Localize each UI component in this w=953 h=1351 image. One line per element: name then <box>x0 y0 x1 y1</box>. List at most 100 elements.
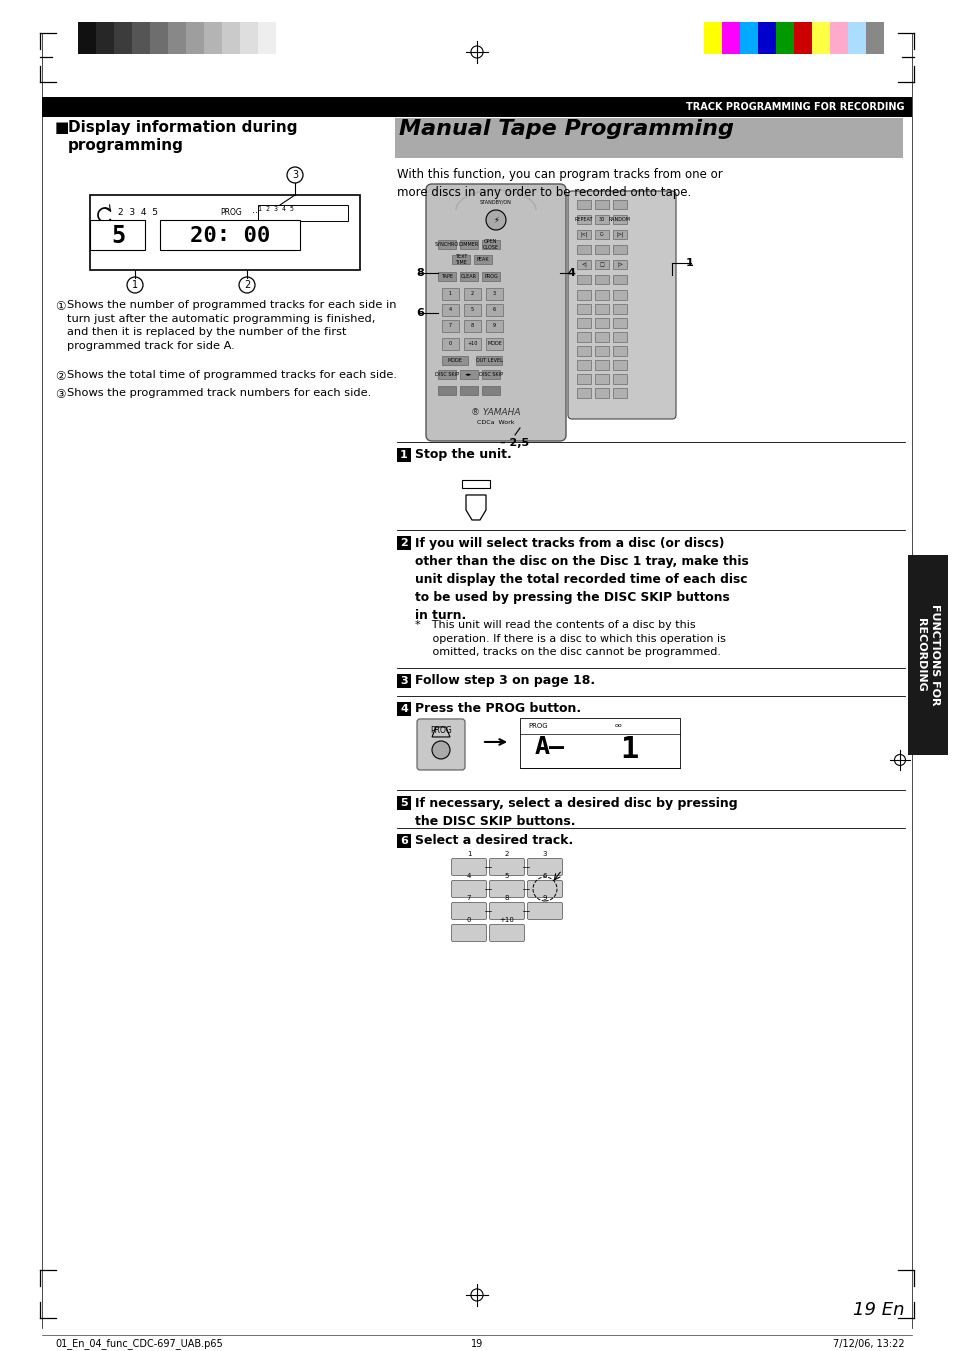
Text: TRACK PROGRAMMING FOR RECORDING: TRACK PROGRAMMING FOR RECORDING <box>686 101 904 112</box>
Bar <box>595 276 608 284</box>
Text: ® YAMAHA: ® YAMAHA <box>471 408 520 417</box>
Bar <box>160 220 299 250</box>
Text: ■: ■ <box>55 120 70 135</box>
Bar <box>577 359 590 370</box>
Text: 7: 7 <box>449 323 452 328</box>
Bar <box>613 346 626 355</box>
Bar <box>775 22 793 54</box>
Bar <box>396 536 411 550</box>
FancyBboxPatch shape <box>527 902 562 920</box>
Bar <box>395 118 902 158</box>
Text: 1: 1 <box>685 258 693 267</box>
Bar <box>474 255 492 263</box>
Text: TAPE: TAPE <box>440 274 453 280</box>
Text: A–: A– <box>535 735 564 759</box>
Bar <box>222 22 240 54</box>
FancyBboxPatch shape <box>451 858 486 875</box>
Bar <box>577 388 590 399</box>
Bar <box>577 374 590 384</box>
Text: * This unit will read the contents of a disc by this
     operation. If there is: * This unit will read the contents of a … <box>415 620 725 657</box>
Text: MODE: MODE <box>487 342 501 346</box>
Text: REPEAT: REPEAT <box>574 218 593 222</box>
Text: If necessary, select a desired disc by pressing
the DISC SKIP buttons.: If necessary, select a desired disc by p… <box>415 797 737 828</box>
FancyBboxPatch shape <box>426 184 565 440</box>
Bar <box>595 359 608 370</box>
Bar <box>595 304 608 313</box>
Bar <box>793 22 811 54</box>
Bar <box>907 555 947 755</box>
Text: 5: 5 <box>471 308 474 312</box>
Text: 2: 2 <box>504 851 509 857</box>
Text: 6: 6 <box>416 308 423 317</box>
Circle shape <box>485 209 505 230</box>
Bar <box>865 22 883 54</box>
Text: PROG: PROG <box>220 208 241 218</box>
Bar <box>595 215 608 224</box>
Text: 4: 4 <box>399 704 408 713</box>
Text: OPEN
CLOSE: OPEN CLOSE <box>482 239 498 250</box>
Text: |>: |> <box>617 262 622 267</box>
Text: Shows the number of programmed tracks for each side in
turn just after the autom: Shows the number of programmed tracks fo… <box>67 300 396 351</box>
Bar <box>463 320 480 332</box>
Bar <box>452 255 470 263</box>
Text: CLEAR: CLEAR <box>460 274 476 280</box>
Text: 7: 7 <box>466 894 471 901</box>
Bar <box>257 205 348 222</box>
Text: Shows the programmed track numbers for each side.: Shows the programmed track numbers for e… <box>67 388 371 399</box>
Text: ②: ② <box>55 370 66 382</box>
Bar <box>168 22 186 54</box>
Text: ◄►: ◄► <box>465 372 473 377</box>
Bar <box>437 240 456 249</box>
Text: 3: 3 <box>292 170 297 180</box>
Bar <box>441 288 458 300</box>
FancyBboxPatch shape <box>416 719 464 770</box>
Bar <box>459 240 477 249</box>
Text: 0: 0 <box>466 917 471 923</box>
Text: programming: programming <box>68 138 184 153</box>
Bar <box>613 304 626 313</box>
Bar <box>595 388 608 399</box>
Bar <box>595 317 608 328</box>
Bar <box>577 259 590 269</box>
Text: MODE: MODE <box>447 358 462 363</box>
Bar <box>481 240 499 249</box>
Bar <box>459 272 477 281</box>
Text: 1: 1 <box>132 280 138 290</box>
Bar <box>150 22 168 54</box>
Text: 1: 1 <box>466 851 471 857</box>
Bar <box>481 370 499 380</box>
Text: 1 2 3 4 5: 1 2 3 4 5 <box>257 205 294 212</box>
FancyBboxPatch shape <box>451 924 486 942</box>
Text: 3: 3 <box>493 292 496 296</box>
Text: 4: 4 <box>449 308 452 312</box>
Text: DISC SKIP: DISC SKIP <box>478 372 502 377</box>
Text: – 2,5: – 2,5 <box>499 438 529 449</box>
Bar <box>577 276 590 284</box>
Text: 7/12/06, 13:22: 7/12/06, 13:22 <box>833 1339 904 1348</box>
Circle shape <box>432 740 450 759</box>
Text: Follow step 3 on page 18.: Follow step 3 on page 18. <box>415 674 595 688</box>
FancyBboxPatch shape <box>567 190 676 419</box>
Bar <box>461 480 490 488</box>
Bar <box>613 276 626 284</box>
Text: 8: 8 <box>416 267 423 278</box>
Bar <box>577 332 590 342</box>
Bar <box>577 317 590 328</box>
Bar <box>613 359 626 370</box>
Bar <box>275 22 294 54</box>
Bar <box>613 290 626 300</box>
Text: If you will select tracks from a disc (or discs)
other than the disc on the Disc: If you will select tracks from a disc (o… <box>415 536 748 621</box>
Bar <box>459 386 477 394</box>
Text: 6: 6 <box>399 836 408 846</box>
Text: SYNCHRO: SYNCHRO <box>435 242 458 247</box>
Bar <box>463 288 480 300</box>
Text: oo: oo <box>615 723 622 728</box>
Text: With this function, you can program tracks from one or
more discs in any order t: With this function, you can program trac… <box>396 168 722 199</box>
Text: 2  3  4  5: 2 3 4 5 <box>118 208 158 218</box>
Bar <box>613 388 626 399</box>
Text: 01_En_04_func_CDC-697_UAB.p65: 01_En_04_func_CDC-697_UAB.p65 <box>55 1339 223 1350</box>
Bar <box>114 22 132 54</box>
Bar <box>396 796 411 811</box>
Text: 9: 9 <box>542 894 547 901</box>
Bar <box>437 370 456 380</box>
